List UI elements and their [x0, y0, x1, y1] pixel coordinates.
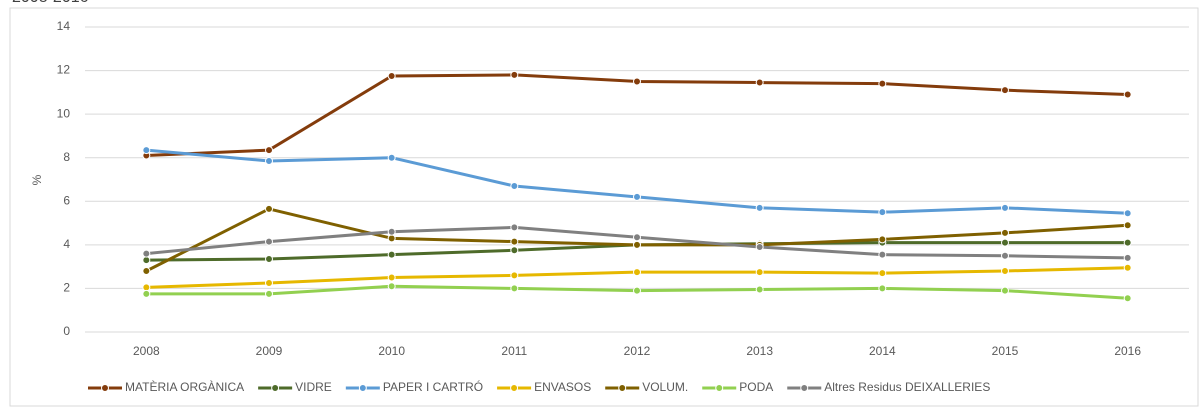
legend-label: MATÈRIA ORGÀNICA — [125, 379, 244, 394]
point — [142, 283, 151, 292]
point — [387, 282, 396, 291]
point — [510, 246, 519, 255]
y-tick-label: 2 — [63, 281, 70, 295]
point — [633, 268, 641, 277]
point — [1001, 286, 1009, 295]
point — [265, 278, 273, 287]
x-tick-label: 2009 — [256, 344, 283, 358]
point — [142, 249, 151, 258]
point — [1123, 90, 1132, 99]
point — [1123, 253, 1132, 262]
series-line — [146, 148, 1128, 215]
point — [878, 269, 887, 278]
point — [265, 204, 273, 213]
point — [265, 146, 273, 155]
legend-label: PAPER I CARTRÓ — [383, 379, 483, 394]
x-tick-label: 2010 — [378, 344, 405, 358]
point — [265, 289, 273, 298]
point — [1001, 251, 1009, 260]
x-tick-label: 2012 — [624, 344, 651, 358]
y-tick-label: 10 — [57, 106, 71, 120]
y-tick-label: 8 — [63, 150, 70, 164]
point — [755, 78, 764, 87]
point — [878, 235, 887, 244]
point — [878, 284, 887, 293]
legend-marker — [800, 384, 809, 392]
point — [755, 285, 764, 294]
x-tick-label: 2014 — [869, 344, 896, 358]
point — [387, 273, 396, 282]
point — [265, 255, 273, 264]
legend-label: VOLUM. — [642, 380, 688, 394]
point — [510, 182, 519, 191]
point — [1001, 86, 1009, 95]
legend-label: Altres Residus DEIXALLERIES — [824, 380, 990, 394]
point — [1001, 228, 1009, 237]
legend-label: PODA — [739, 380, 773, 394]
point — [387, 72, 396, 81]
point — [510, 284, 519, 293]
y-tick-label: 14 — [57, 19, 71, 33]
point — [755, 268, 764, 277]
point — [1001, 267, 1009, 275]
point — [510, 271, 519, 280]
y-tick-label: 4 — [63, 237, 70, 251]
point — [755, 203, 764, 212]
point — [1123, 238, 1132, 247]
point — [387, 234, 396, 243]
legend-marker — [358, 384, 367, 392]
x-tick-label: 2015 — [992, 344, 1019, 358]
point — [1001, 238, 1009, 247]
point — [633, 192, 641, 201]
point — [878, 250, 887, 259]
point — [510, 237, 519, 246]
x-tick-label: 2016 — [1114, 344, 1141, 358]
point — [1123, 294, 1132, 303]
x-tick-label: 2013 — [746, 344, 773, 358]
point — [142, 289, 151, 298]
point — [387, 250, 396, 259]
y-tick-label: 12 — [57, 63, 71, 77]
chart-frame — [9, 7, 1199, 407]
point — [1001, 203, 1009, 212]
point — [1123, 209, 1132, 218]
point — [633, 233, 641, 242]
legend-marker — [715, 384, 724, 392]
point — [265, 237, 273, 246]
point — [510, 70, 519, 79]
legend-marker — [510, 384, 519, 392]
point — [265, 156, 273, 165]
point — [142, 146, 151, 155]
point — [387, 227, 396, 236]
x-tick-label: 2008 — [133, 344, 160, 358]
y-tick-label: 6 — [63, 193, 70, 207]
point — [878, 208, 887, 217]
y-tick-label: 0 — [63, 324, 70, 338]
legend-label: VIDRE — [295, 380, 332, 394]
point — [1123, 263, 1132, 272]
legend-marker — [618, 384, 627, 392]
point — [1123, 221, 1132, 230]
point — [633, 240, 641, 249]
legend-marker — [101, 384, 109, 392]
chart-title: 2008-2016 — [12, 0, 89, 6]
y-axis-label: % — [30, 174, 44, 185]
series-line — [146, 73, 1128, 158]
point — [633, 286, 641, 295]
x-tick-label: 2011 — [501, 344, 527, 358]
point — [755, 243, 764, 252]
point — [142, 267, 151, 275]
legend-marker — [271, 384, 280, 392]
point — [878, 79, 887, 88]
point — [633, 77, 641, 86]
legend-label: ENVASOS — [534, 380, 591, 394]
point — [387, 153, 396, 162]
point — [142, 256, 151, 265]
point — [510, 223, 519, 232]
